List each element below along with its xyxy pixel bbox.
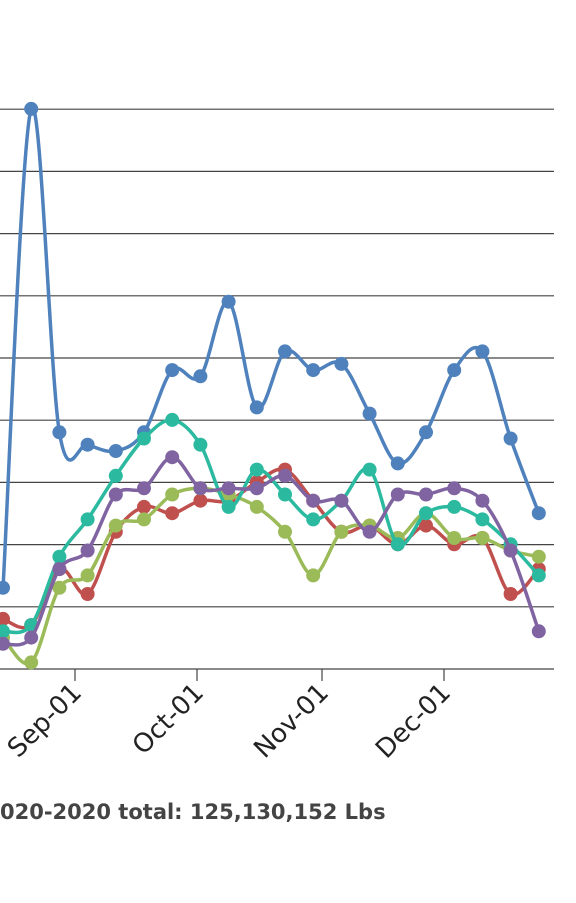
data-point <box>306 363 321 378</box>
data-point <box>80 543 95 558</box>
data-point <box>531 624 546 639</box>
data-point <box>306 493 321 508</box>
data-point <box>221 294 236 309</box>
data-point <box>419 506 433 521</box>
data-point <box>390 537 405 552</box>
data-point <box>249 462 264 477</box>
data-point <box>249 400 264 415</box>
x-tick-label: Nov-01 <box>248 678 335 765</box>
data-point <box>249 481 264 496</box>
data-point <box>447 531 462 545</box>
data-point <box>193 437 208 452</box>
series-layer <box>0 101 546 670</box>
data-point <box>137 481 151 496</box>
data-point <box>80 512 95 527</box>
data-point <box>0 611 10 626</box>
data-point <box>221 499 236 514</box>
data-point <box>390 456 405 471</box>
data-point <box>362 462 377 477</box>
x-axis: Sep-01 Oct-01 Nov-01 Dec-01 <box>2 669 457 765</box>
x-tick-label: Oct-01 <box>127 678 210 761</box>
data-point <box>334 524 349 539</box>
series-5 <box>0 450 546 651</box>
data-point <box>390 487 405 502</box>
data-point <box>137 499 151 514</box>
data-point <box>278 487 292 502</box>
data-point <box>334 493 349 508</box>
data-point <box>278 524 292 539</box>
data-point <box>419 518 433 533</box>
data-point <box>80 587 95 601</box>
line-chart: Sep-01 Oct-01 Nov-01 Dec-01 <box>0 101 554 765</box>
x-tick-label: Dec-01 <box>370 678 457 765</box>
data-point <box>0 624 10 639</box>
data-point <box>137 512 151 527</box>
data-point <box>419 425 433 440</box>
data-point <box>447 481 462 496</box>
data-point <box>80 437 95 452</box>
data-point <box>0 580 10 595</box>
data-point <box>419 487 433 502</box>
data-point <box>108 468 123 483</box>
data-point <box>24 101 39 116</box>
data-point <box>52 562 67 577</box>
data-point <box>165 506 180 521</box>
data-point <box>221 481 236 496</box>
data-point <box>503 431 518 446</box>
data-point <box>24 630 39 645</box>
data-point <box>447 499 462 514</box>
data-point <box>306 568 321 583</box>
data-point <box>193 481 208 496</box>
data-point <box>475 512 490 527</box>
data-point <box>531 549 546 564</box>
data-point <box>52 425 67 440</box>
data-point <box>108 518 123 533</box>
data-point <box>52 549 67 564</box>
data-point <box>108 487 123 502</box>
x-tick-label: Sep-01 <box>2 678 88 764</box>
data-point <box>80 568 95 583</box>
data-point <box>24 655 39 670</box>
data-point <box>165 487 180 502</box>
data-point <box>278 468 292 483</box>
data-point <box>362 524 377 539</box>
gridlines <box>0 108 554 670</box>
data-point <box>193 369 208 384</box>
data-point <box>503 587 518 601</box>
data-point <box>0 636 10 651</box>
data-point <box>503 543 518 558</box>
data-point <box>447 363 462 378</box>
data-point <box>475 493 490 508</box>
data-point <box>165 363 180 378</box>
data-point <box>334 356 349 371</box>
data-point <box>278 344 292 359</box>
data-point <box>475 344 490 359</box>
data-point <box>52 580 67 595</box>
data-point <box>531 568 546 583</box>
series-line <box>2 418 541 635</box>
data-point <box>165 412 180 427</box>
data-point <box>531 506 546 521</box>
data-point <box>306 512 321 527</box>
data-point <box>362 406 377 421</box>
data-point <box>249 499 264 514</box>
series-line <box>1 105 541 588</box>
data-point <box>137 431 151 446</box>
data-point <box>193 493 208 508</box>
data-point <box>108 444 123 458</box>
total-summary: 020-2020 total: 125,130,152 Lbs <box>0 800 386 824</box>
data-point <box>165 450 180 465</box>
data-point <box>475 531 490 545</box>
